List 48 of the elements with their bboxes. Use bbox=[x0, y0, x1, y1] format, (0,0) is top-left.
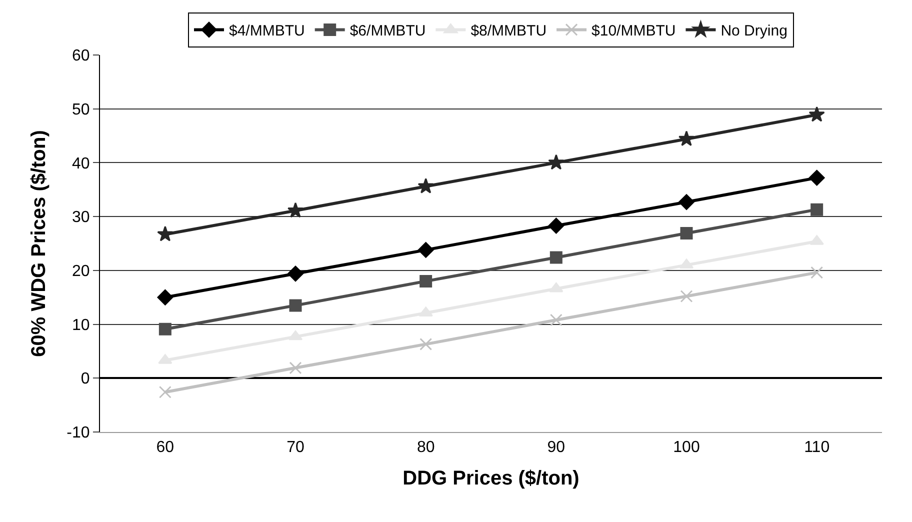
y-tick-label: -10 bbox=[66, 424, 90, 442]
y-tick-label: 60 bbox=[72, 48, 90, 65]
point bbox=[289, 299, 302, 312]
y-tick-label: 0 bbox=[80, 370, 90, 388]
x-axis-title: DDG Prices ($/ton) bbox=[402, 468, 580, 490]
point bbox=[678, 130, 695, 146]
point bbox=[808, 170, 825, 186]
y-tick-label: 20 bbox=[72, 263, 90, 280]
point bbox=[418, 242, 434, 258]
point bbox=[808, 106, 825, 122]
point bbox=[810, 266, 824, 279]
point bbox=[550, 251, 562, 264]
legend-label: No Drying bbox=[720, 22, 788, 40]
point bbox=[679, 258, 694, 269]
legend-label: $8/MMBTU bbox=[470, 22, 547, 40]
x-tick-label: 90 bbox=[547, 439, 566, 456]
point bbox=[157, 289, 174, 306]
y-tick-label: 10 bbox=[72, 316, 90, 334]
point bbox=[420, 338, 432, 350]
x-tick-label: 70 bbox=[286, 439, 304, 456]
point bbox=[680, 227, 693, 240]
point bbox=[418, 178, 434, 194]
y-tick-label: 50 bbox=[72, 101, 90, 118]
x-tick-label: 80 bbox=[416, 439, 435, 456]
legend-label: $4/MMBTU bbox=[229, 22, 305, 40]
point bbox=[289, 362, 302, 374]
x-tick-label: 100 bbox=[673, 439, 700, 456]
y-tick-label: 30 bbox=[72, 209, 90, 226]
point bbox=[157, 226, 174, 242]
y-tick-label: 40 bbox=[72, 155, 90, 172]
point bbox=[420, 274, 432, 288]
point bbox=[549, 282, 564, 292]
point bbox=[158, 322, 172, 336]
point bbox=[548, 218, 564, 234]
point bbox=[550, 314, 562, 326]
x-tick-label: 60 bbox=[156, 439, 174, 456]
legend-label: $10/MMBTU bbox=[592, 22, 676, 40]
point bbox=[548, 154, 564, 170]
legend-label: $6/MMBTU bbox=[350, 22, 426, 40]
y-axis-title: 60% WDG Prices ($/ton) bbox=[28, 130, 50, 357]
point bbox=[288, 330, 303, 340]
point bbox=[680, 290, 693, 303]
x-tick-label: 110 bbox=[804, 439, 830, 456]
point bbox=[287, 202, 304, 218]
point bbox=[158, 386, 172, 398]
point bbox=[810, 203, 824, 216]
point bbox=[288, 266, 304, 282]
point bbox=[678, 194, 694, 210]
